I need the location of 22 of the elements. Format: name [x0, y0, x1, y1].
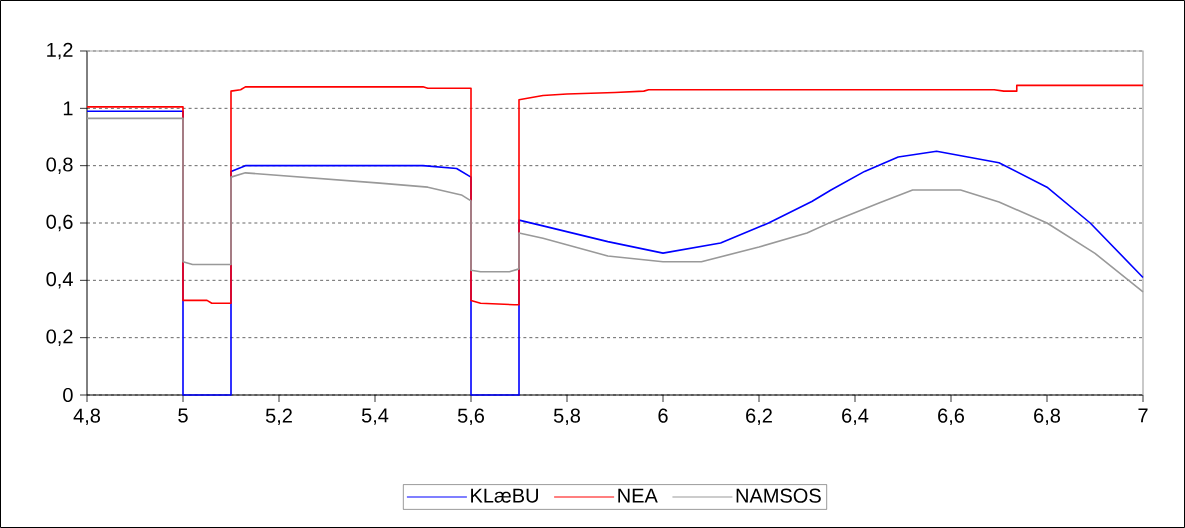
- x-tick-label: 5: [178, 408, 188, 423]
- y-tick-label: 1,2: [47, 42, 73, 60]
- legend-label: KLæBU: [471, 488, 538, 503]
- x-tick-label: 6,8: [1034, 408, 1061, 426]
- x-tick-label: 5,4: [361, 408, 389, 425]
- legend-label: NAMSOS: [736, 488, 821, 503]
- x-tick-label: 5,2: [265, 408, 292, 426]
- x-tick-label: 6,6: [938, 408, 965, 426]
- y-tick-label: 0,8: [46, 157, 73, 174]
- x-tick-label: 4,8: [73, 408, 101, 426]
- y-tick-label: 0,6: [46, 214, 73, 232]
- x-tick-label: 5,8: [553, 408, 581, 426]
- y-tick-label: 0,2: [46, 329, 73, 346]
- x-tick-label: 7: [1138, 408, 1148, 423]
- x-tick-label: 6: [658, 408, 668, 423]
- legend-label: NEA: [618, 488, 658, 503]
- y-tick-label: 1: [63, 101, 73, 116]
- y-tick-label: 0: [63, 387, 73, 403]
- x-tick-label: 6,4: [842, 408, 869, 426]
- y-tick-label: 0,4: [46, 272, 73, 289]
- x-tick-label: 5,6: [457, 408, 485, 426]
- x-tick-label: 6,2: [746, 408, 772, 426]
